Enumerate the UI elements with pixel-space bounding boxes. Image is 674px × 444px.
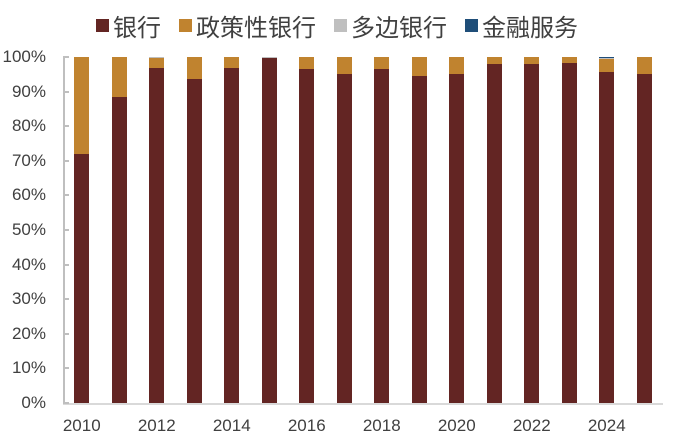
bar-segment — [524, 57, 540, 64]
bar-2018 — [374, 57, 390, 403]
x-tick-label: 2024 — [587, 416, 626, 435]
bar-segment — [299, 69, 315, 403]
y-tick-label: 0% — [21, 393, 46, 412]
bar-2019 — [411, 57, 427, 403]
y-tick-mark — [63, 125, 69, 128]
bar-2014 — [224, 57, 240, 403]
legend-item: 金融服务 — [465, 8, 578, 43]
bar-segment — [599, 71, 615, 403]
x-tick-label: 2010 — [62, 416, 101, 435]
bar-2021 — [486, 57, 502, 403]
bar-segment — [299, 57, 315, 70]
x-tick-label: 2014 — [212, 416, 251, 435]
y-tick-label: 20% — [11, 323, 46, 343]
bar-segment — [599, 57, 615, 59]
x-tick-label: 2022 — [512, 416, 551, 435]
y-tick-mark — [63, 367, 69, 370]
bar-segment — [261, 57, 277, 59]
bar-segment — [186, 79, 202, 403]
bar-2011 — [111, 57, 127, 403]
bar-2020 — [449, 57, 465, 403]
bar-segment — [486, 63, 502, 403]
y-tick-mark — [63, 332, 69, 335]
bar-segment — [374, 69, 390, 403]
x-tick-label: 2018 — [362, 416, 401, 435]
legend-label: 政策性银行 — [196, 14, 316, 42]
bar-segment — [224, 57, 240, 68]
bar-segment — [636, 73, 652, 403]
y-tick-mark — [63, 229, 69, 231]
legend-swatch-icon — [465, 19, 478, 32]
bar-segment — [374, 57, 390, 70]
y-tick-mark — [63, 159, 69, 162]
bar-segment — [336, 57, 352, 74]
y-tick-label: 30% — [11, 289, 46, 309]
y-tick-label: 50% — [11, 220, 46, 239]
bar-2017 — [336, 57, 352, 403]
bar-2016 — [299, 57, 315, 403]
bar-segment — [411, 57, 427, 77]
bar-segment — [449, 57, 465, 75]
legend-item: 多边银行 — [334, 8, 447, 43]
bar-segment — [411, 76, 427, 403]
x-axis-line — [63, 403, 663, 405]
legend-label: 银行 — [113, 14, 161, 42]
bar-segment — [524, 63, 540, 403]
y-tick-label: 60% — [11, 185, 46, 205]
legend-item: 政策性银行 — [179, 8, 316, 43]
y-tick-label: 40% — [11, 254, 46, 274]
x-tick-label: 2012 — [137, 416, 176, 435]
y-tick-mark — [63, 402, 69, 404]
bar-segment — [561, 62, 577, 403]
y-tick-label: 90% — [11, 81, 46, 101]
y-tick-label: 10% — [11, 358, 46, 378]
bar-segment — [561, 57, 577, 63]
bar-2010 — [74, 57, 90, 403]
bar-segment — [186, 57, 202, 80]
bar-2023 — [561, 57, 577, 403]
legend-item: 银行 — [96, 8, 161, 43]
bar-segment — [261, 58, 277, 403]
legend-swatch-icon — [179, 19, 192, 32]
bar-segment — [449, 74, 465, 403]
bar-segment — [486, 57, 502, 64]
bar-2015 — [261, 57, 277, 403]
bar-segment — [149, 58, 165, 69]
bar-segment — [224, 67, 240, 403]
bar-segment — [74, 153, 90, 403]
bar-2022 — [524, 57, 540, 403]
bar-2013 — [186, 57, 202, 403]
bar-segment — [149, 68, 165, 403]
y-tick-label: 70% — [11, 150, 46, 170]
legend-label: 多边银行 — [351, 14, 447, 42]
bar-segment — [111, 96, 127, 403]
bar-segment — [599, 58, 615, 60]
plot-area — [63, 57, 663, 403]
y-tick-mark — [63, 56, 69, 58]
legend-swatch-icon — [334, 19, 347, 32]
bar-segment — [599, 59, 615, 72]
bar-2025 — [636, 57, 652, 403]
x-tick-label: 2016 — [287, 416, 326, 435]
bar-segment — [149, 57, 165, 59]
legend-swatch-icon — [96, 19, 109, 32]
bar-2012 — [149, 57, 165, 403]
y-tick-mark — [63, 263, 69, 266]
bar-segment — [111, 57, 127, 97]
y-tick-mark — [63, 194, 69, 197]
x-tick-label: 2020 — [437, 416, 476, 435]
chart-legend: 银行 政策性银行 多边银行 金融服务 — [0, 8, 674, 43]
y-tick-mark — [63, 90, 69, 93]
y-tick-mark — [63, 298, 69, 301]
y-tick-label: 100% — [2, 47, 46, 66]
legend-label: 金融服务 — [482, 14, 578, 42]
y-tick-label: 80% — [11, 116, 46, 136]
bar-2024 — [599, 57, 615, 403]
bar-segment — [336, 73, 352, 403]
bar-segment — [636, 57, 652, 74]
bar-segment — [74, 57, 90, 154]
